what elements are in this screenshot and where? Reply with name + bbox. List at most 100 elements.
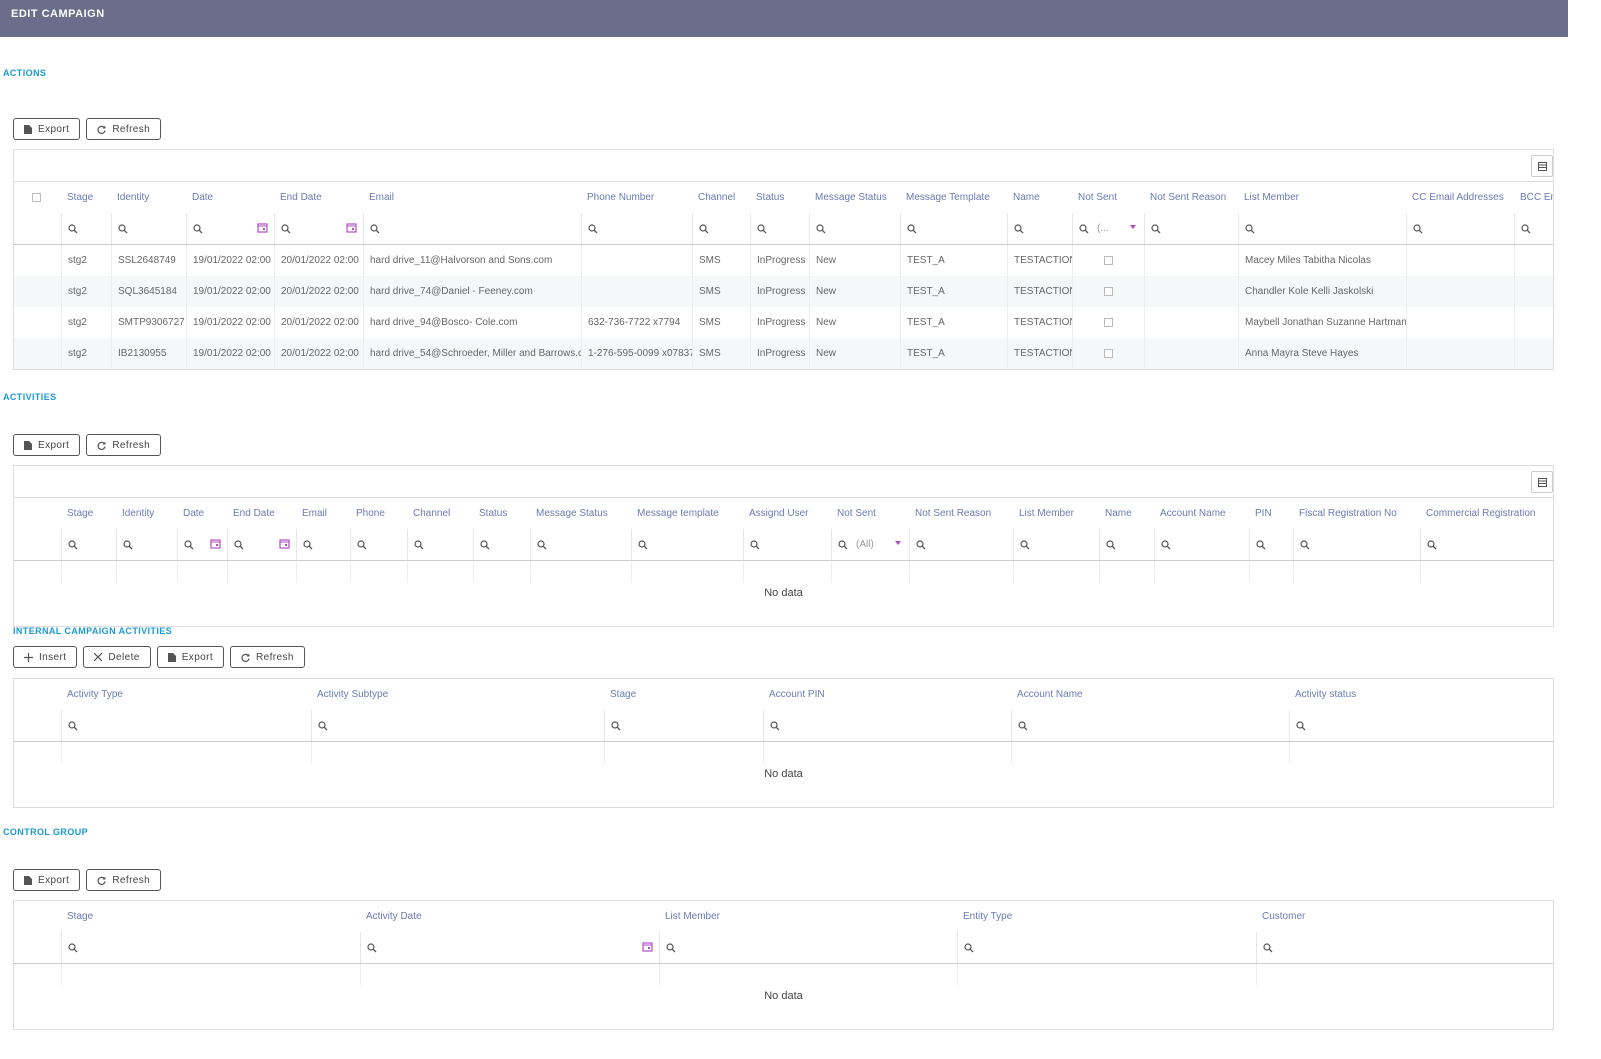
filter-cell[interactable]	[743, 529, 831, 560]
column-header[interactable]: List Member	[665, 911, 721, 922]
toolbar-button[interactable]: Export	[13, 869, 81, 891]
column-header[interactable]: CC Email Addresses	[1412, 192, 1504, 203]
toolbar-button[interactable]: Export	[13, 434, 81, 456]
column-header[interactable]: List Member	[1019, 508, 1075, 519]
filter-cell[interactable]	[61, 932, 360, 963]
filter-cell[interactable]	[1256, 932, 1553, 963]
filter-cell[interactable]	[61, 213, 111, 244]
column-header[interactable]: Message Template	[906, 192, 990, 203]
column-header[interactable]: Channel	[698, 192, 736, 203]
column-header[interactable]: Fiscal Registration No	[1299, 508, 1397, 519]
filter-cell[interactable]	[1406, 213, 1514, 244]
column-header[interactable]: Account Name	[1160, 508, 1226, 519]
filter-cell[interactable]	[61, 710, 311, 741]
filter-cell[interactable]	[363, 213, 581, 244]
filter-cell[interactable]	[659, 932, 957, 963]
column-header[interactable]: BCC Email Addresses	[1520, 192, 1553, 203]
filter-cell[interactable]	[311, 710, 604, 741]
column-header[interactable]: Stage	[67, 508, 94, 519]
column-header[interactable]: Account PIN	[769, 689, 825, 700]
filter-cell[interactable]	[350, 529, 407, 560]
checkbox[interactable]	[1104, 256, 1113, 265]
column-header[interactable]: Assignd User	[749, 508, 809, 519]
filter-cell[interactable]: (All)	[831, 529, 909, 560]
column-header[interactable]: Account Name	[1017, 689, 1083, 700]
filter-cell[interactable]	[473, 529, 530, 560]
column-header[interactable]: Not Sent	[837, 508, 876, 519]
column-header[interactable]: Name	[1013, 192, 1040, 203]
column-header[interactable]: Status	[756, 192, 785, 203]
column-header[interactable]: Activity Date	[366, 911, 422, 922]
filter-cell[interactable]	[1238, 213, 1406, 244]
filter-cell[interactable]	[360, 932, 659, 963]
filter-cell[interactable]	[604, 710, 763, 741]
filter-cell[interactable]	[296, 529, 350, 560]
filter-cell[interactable]	[530, 529, 631, 560]
toolbar-button[interactable]: Export	[13, 118, 81, 140]
column-header[interactable]: Not Sent Reason	[915, 508, 992, 519]
column-header[interactable]: List Member	[1244, 192, 1300, 203]
column-header[interactable]: Stage	[67, 911, 94, 922]
filter-cell[interactable]	[909, 529, 1013, 560]
column-header[interactable]: Not Sent	[1078, 192, 1117, 203]
filter-cell[interactable]	[116, 529, 177, 560]
filter-cell[interactable]	[1154, 529, 1249, 560]
toolbar-button[interactable]: Refresh	[86, 434, 162, 456]
checkbox[interactable]	[1104, 287, 1113, 296]
filter-cell[interactable]	[631, 529, 743, 560]
column-header[interactable]: Status	[479, 508, 508, 519]
toolbar-button[interactable]: Refresh	[86, 869, 162, 891]
column-header[interactable]: Stage	[610, 689, 637, 700]
filter-cell[interactable]	[1420, 529, 1553, 560]
filter-cell[interactable]	[692, 213, 750, 244]
filter-cell[interactable]	[1099, 529, 1154, 560]
filter-cell[interactable]	[1007, 213, 1072, 244]
checkbox[interactable]	[1104, 318, 1113, 327]
filter-cell[interactable]	[111, 213, 186, 244]
filter-cell[interactable]	[1293, 529, 1420, 560]
filter-cell[interactable]	[1144, 213, 1238, 244]
column-header[interactable]: Date	[183, 508, 205, 519]
column-header[interactable]: Activity Subtype	[317, 689, 389, 700]
column-header[interactable]: Stage	[67, 192, 94, 203]
filter-cell[interactable]	[61, 529, 116, 560]
column-header[interactable]: Email	[302, 508, 328, 519]
filter-cell[interactable]	[186, 213, 274, 244]
filter-cell[interactable]	[1013, 529, 1099, 560]
column-header[interactable]: Phone	[356, 508, 385, 519]
column-header[interactable]: Identity	[117, 192, 150, 203]
column-header[interactable]: Email	[369, 192, 395, 203]
column-header[interactable]: Channel	[413, 508, 451, 519]
toolbar-button[interactable]: Delete	[83, 646, 151, 668]
toolbar-button[interactable]: Refresh	[86, 118, 162, 140]
filter-cell[interactable]	[407, 529, 473, 560]
column-header[interactable]: Customer	[1262, 911, 1306, 922]
filter-cell[interactable]	[763, 710, 1011, 741]
column-header[interactable]: End Date	[233, 508, 275, 519]
filter-cell[interactable]	[1514, 213, 1553, 244]
filter-cell[interactable]	[177, 529, 227, 560]
filter-cell[interactable]	[274, 213, 363, 244]
column-header[interactable]: Entity Type	[963, 911, 1013, 922]
filter-cell[interactable]: (...	[1072, 213, 1144, 244]
column-header[interactable]: PIN	[1255, 508, 1272, 519]
column-header[interactable]: Message Status	[536, 508, 608, 519]
filter-cell[interactable]	[957, 932, 1256, 963]
column-header[interactable]: Identity	[122, 508, 155, 519]
checkbox[interactable]	[1104, 349, 1113, 358]
filter-cell[interactable]	[1011, 710, 1289, 741]
column-header[interactable]: End Date	[280, 192, 322, 203]
filter-cell[interactable]	[1289, 710, 1553, 741]
select-all-checkbox[interactable]	[32, 193, 41, 202]
filter-cell[interactable]	[1249, 529, 1293, 560]
filter-cell[interactable]	[581, 213, 692, 244]
column-header[interactable]: Activity Type	[67, 689, 123, 700]
filter-cell[interactable]	[227, 529, 296, 560]
column-header[interactable]: Activity status	[1295, 689, 1357, 700]
filter-cell[interactable]	[750, 213, 809, 244]
column-header[interactable]: Name	[1105, 508, 1132, 519]
toolbar-button[interactable]: Insert	[13, 646, 78, 668]
filter-cell[interactable]	[809, 213, 900, 244]
column-chooser[interactable]	[1531, 155, 1553, 177]
filter-cell[interactable]	[900, 213, 1007, 244]
